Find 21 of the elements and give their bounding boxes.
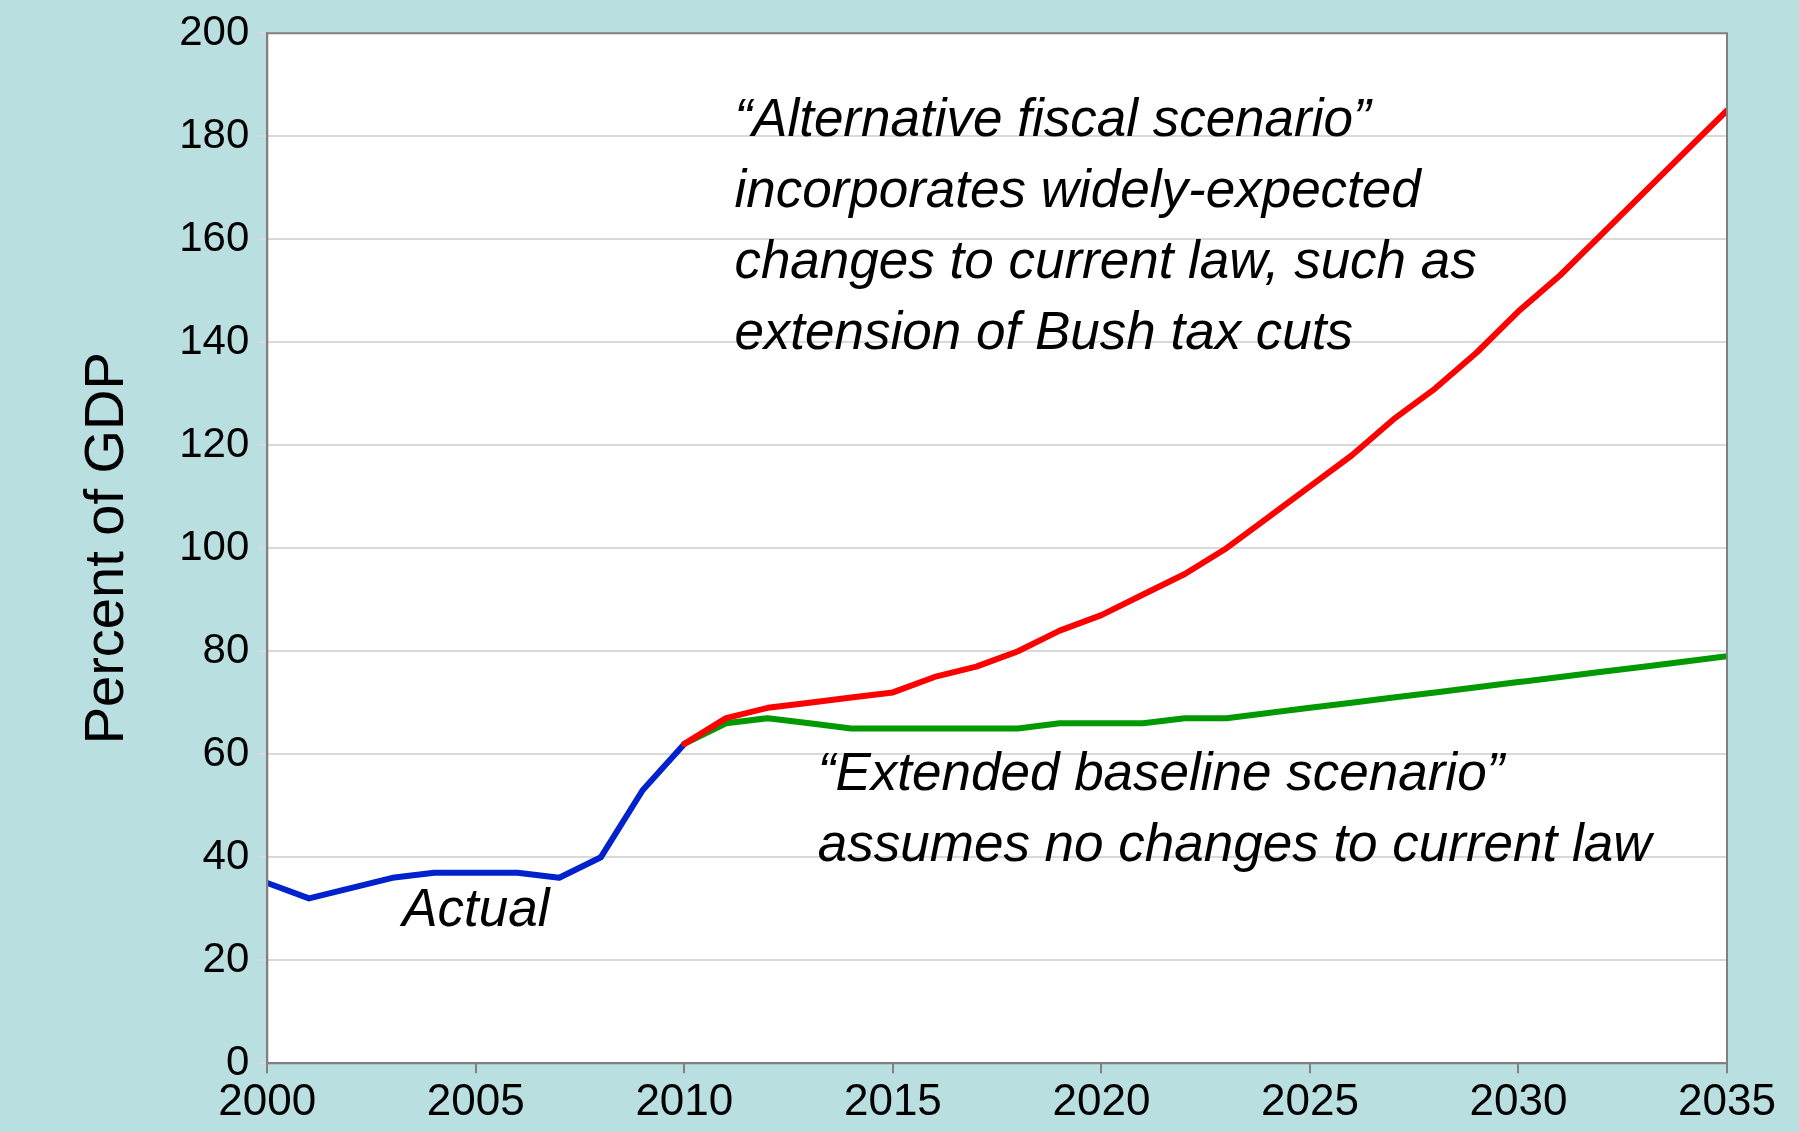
y-tick-label: 160 bbox=[179, 212, 250, 260]
y-axis-title: Percent of GDP bbox=[72, 352, 136, 745]
y-tick-label: 200 bbox=[179, 6, 250, 54]
y-tick-label: 100 bbox=[179, 521, 250, 569]
y-tick-label: 140 bbox=[179, 315, 250, 363]
x-tick-label: 2030 bbox=[1469, 1074, 1568, 1124]
y-tick-label: 60 bbox=[202, 727, 250, 775]
y-tick-label: 180 bbox=[179, 109, 250, 157]
x-tick-label: 2005 bbox=[426, 1074, 525, 1124]
y-tick-label: 20 bbox=[202, 933, 250, 981]
annotation: “Alternative fiscal scenario” incorporates widely-expected changes to current law, such as extension of Bush tax cuts bbox=[734, 88, 1477, 361]
y-tick-label: 80 bbox=[202, 624, 250, 672]
x-tick-label: 2010 bbox=[635, 1074, 734, 1124]
annotation: Actual bbox=[399, 877, 551, 937]
x-tick-label: 2025 bbox=[1260, 1074, 1359, 1124]
x-tick-label: 2020 bbox=[1052, 1074, 1151, 1124]
x-tick-label: 2035 bbox=[1678, 1074, 1776, 1124]
y-tick-label: 120 bbox=[179, 418, 250, 466]
annotation: “Extended baseline scenario” assumes no changes to current law bbox=[817, 742, 1656, 873]
y-tick-label: 40 bbox=[202, 830, 250, 878]
x-tick-label: 2015 bbox=[843, 1074, 942, 1124]
